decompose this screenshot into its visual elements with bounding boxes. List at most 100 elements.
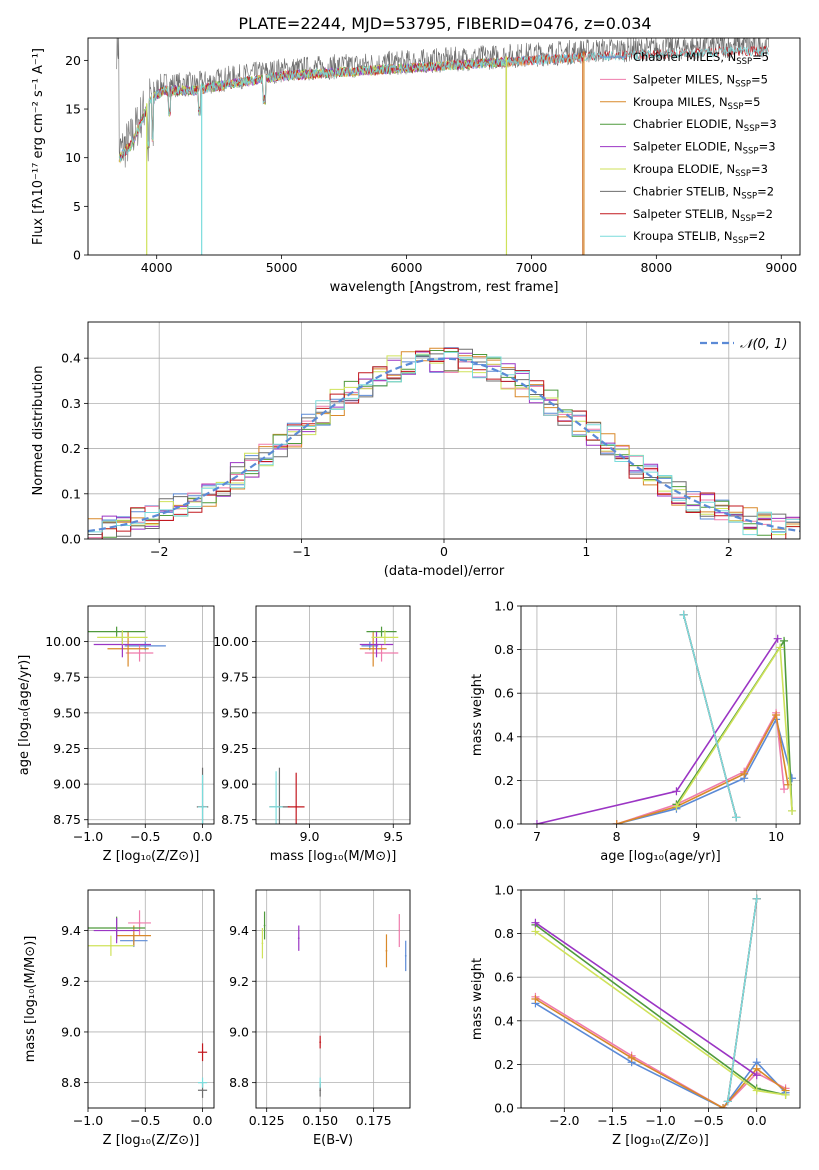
residuals-legend: 𝒩(0, 1) bbox=[700, 337, 787, 352]
x-tick-label: 0.0 bbox=[193, 1113, 213, 1128]
x-tick-label: 0.125 bbox=[249, 1113, 285, 1128]
data-point bbox=[380, 652, 383, 654]
spectrum-legend: Chabrier MILES, NSSP=5 Salpeter MILES, NS… bbox=[600, 50, 777, 246]
figure-title: PLATE=2244, MJD=53795, FIBERID=0476, z=0… bbox=[238, 14, 651, 33]
x-tick-label: 8000 bbox=[640, 260, 672, 275]
y-axis-label: age [log₁₀(age/yr)] bbox=[17, 655, 32, 776]
y-tick-label: 10 bbox=[65, 150, 81, 165]
y-axis-label: mass weight bbox=[470, 674, 485, 756]
y-tick-label: 0.3 bbox=[61, 396, 81, 411]
x-tick-label: −0.5 bbox=[130, 829, 160, 844]
plot-area-weight-vs-age bbox=[521, 606, 800, 824]
x-tick-label: 4000 bbox=[141, 260, 173, 275]
x-tick-label: −1.0 bbox=[73, 829, 103, 844]
weight-line-kroupa-stelib bbox=[682, 614, 737, 818]
x-tick-label: 5000 bbox=[266, 260, 298, 275]
panel-age-vs-mass: 9.0 9.5 8.75 9.00 9.25 9.50 9.75 10.00 mass [log… bbox=[213, 605, 411, 864]
legend-label: 𝒩(0, 1) bbox=[740, 337, 787, 352]
data-point bbox=[295, 806, 298, 808]
panel-mass-vs-Z: −1.0 −0.5 0.0 8.8 9.0 9.2 9.4 Z [log₁₀(Z/Z⊙)] ma… bbox=[23, 889, 215, 1148]
x-tick-label: 0.0 bbox=[747, 1113, 767, 1128]
y-axis-label: mass weight bbox=[470, 958, 485, 1040]
weight-marker bbox=[531, 995, 540, 1003]
y-tick-label: 0.8 bbox=[494, 926, 514, 941]
weight-marker bbox=[740, 769, 749, 778]
weight-marker bbox=[772, 711, 781, 719]
legend-label: Chabrier ELODIE, NSSP=3 bbox=[633, 117, 777, 134]
axes-frame bbox=[255, 605, 411, 825]
y-axis-label: mass [log₁₀(M/M⊙)] bbox=[23, 936, 38, 1063]
data-point bbox=[319, 1041, 322, 1043]
panel-residuals: −2 −1 0 1 2 0.0 0.1 0.2 0.3 0.4 (data-model)/error… bbox=[31, 321, 801, 579]
x-axis-label: wavelength [Angstrom, rest frame] bbox=[330, 280, 559, 295]
y-tick-label: 8.75 bbox=[221, 812, 249, 827]
y-tick-label: 10.00 bbox=[45, 634, 81, 649]
x-tick-label: −2.0 bbox=[549, 1113, 579, 1128]
x-tick-label: 9000 bbox=[765, 260, 797, 275]
data-point bbox=[297, 937, 300, 940]
x-tick-label: −1.5 bbox=[597, 1113, 627, 1128]
x-axis-label: Z [log₁₀(Z/Z⊙)] bbox=[612, 1133, 709, 1148]
x-axis-label: Z [log₁₀(Z/Z⊙)] bbox=[103, 849, 200, 864]
weight-marker bbox=[627, 1053, 636, 1062]
weight-marker bbox=[788, 806, 797, 815]
x-tick-label: 2 bbox=[725, 544, 733, 559]
plot-area-age-vs-mass bbox=[256, 606, 410, 824]
plot-area-mass-vs-Z bbox=[88, 890, 214, 1108]
weight-line-kroupa-stelib bbox=[727, 898, 758, 1102]
data-point bbox=[380, 630, 383, 633]
axes-frame bbox=[87, 605, 215, 825]
y-tick-label: 15 bbox=[65, 102, 81, 117]
data-point bbox=[127, 647, 129, 650]
data-point bbox=[138, 652, 141, 654]
data-point bbox=[275, 806, 277, 808]
data-point bbox=[201, 1089, 204, 1092]
x-tick-label: 7000 bbox=[516, 260, 548, 275]
legend-label: Salpeter ELODIE, NSSP=3 bbox=[633, 140, 776, 157]
y-tick-label: 20 bbox=[65, 53, 81, 68]
x-tick-label: −1 bbox=[292, 544, 310, 559]
weight-marker bbox=[780, 636, 789, 645]
plot-area-mass-vs-ebv bbox=[256, 890, 410, 1108]
legend-label: Salpeter STELIB, NSSP=2 bbox=[633, 207, 773, 224]
weight-marker bbox=[679, 610, 688, 619]
x-tick-label: 0 bbox=[440, 544, 448, 559]
y-tick-label: 8.8 bbox=[229, 1075, 249, 1090]
weight-marker bbox=[752, 1086, 761, 1095]
y-tick-label: 9.25 bbox=[53, 741, 81, 756]
weight-marker bbox=[531, 918, 540, 927]
x-axis-label: E(B-V) bbox=[313, 1133, 353, 1148]
x-tick-label: 8 bbox=[613, 829, 621, 844]
y-tick-label: 1.0 bbox=[494, 883, 514, 898]
plot-area-spectrum bbox=[116, 38, 770, 255]
panel-weight-vs-age: 7 8 9 10 0.0 0.2 0.4 0.6 0.8 1.0 age [log₁₀(age/yr… bbox=[470, 599, 801, 864]
spectrum-model-kroupa-stelib bbox=[118, 45, 769, 162]
y-tick-label: 9.25 bbox=[221, 741, 249, 756]
y-tick-label: 8.8 bbox=[61, 1075, 81, 1090]
legend-label: Kroupa ELODIE, NSSP=3 bbox=[633, 162, 768, 179]
x-tick-label: 7 bbox=[533, 829, 541, 844]
data-point bbox=[383, 636, 386, 639]
y-tick-label: 9.75 bbox=[221, 670, 249, 685]
plot-area-age-vs-Z bbox=[88, 606, 214, 824]
y-tick-label: 9.2 bbox=[61, 974, 81, 989]
y-tick-label: 0.4 bbox=[494, 1013, 514, 1028]
y-tick-label: 8.75 bbox=[53, 812, 81, 827]
y-tick-label: 0.0 bbox=[494, 1101, 514, 1116]
y-tick-label: 0.0 bbox=[494, 817, 514, 832]
data-point bbox=[201, 1051, 204, 1054]
y-tick-label: 9.4 bbox=[61, 923, 81, 938]
weight-marker bbox=[732, 813, 741, 822]
legend-label: Salpeter MILES, NSSP=5 bbox=[633, 72, 768, 89]
y-tick-label: 9.0 bbox=[61, 1024, 81, 1039]
data-point bbox=[110, 944, 112, 947]
data-point bbox=[201, 1081, 204, 1084]
weight-marker bbox=[773, 634, 782, 643]
y-tick-label: 1.0 bbox=[494, 599, 514, 614]
y-tick-label: 0.0 bbox=[61, 532, 81, 547]
data-point bbox=[372, 647, 375, 650]
y-tick-label: 9.50 bbox=[221, 705, 249, 720]
x-tick-label: 0.0 bbox=[193, 829, 213, 844]
weight-marker bbox=[532, 820, 541, 824]
y-tick-label: 10.00 bbox=[213, 634, 249, 649]
